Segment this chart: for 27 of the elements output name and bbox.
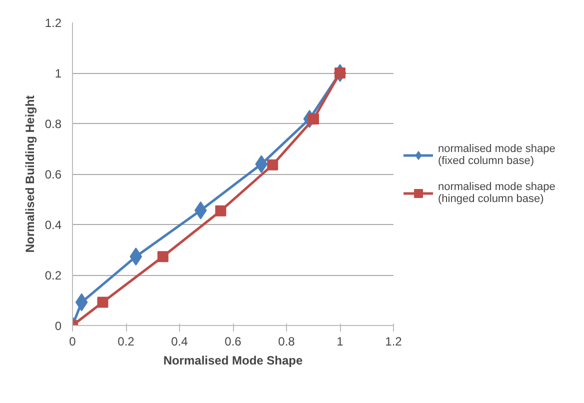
x-tick-label: 0 (69, 334, 76, 348)
y-tick-label: 0.4 (44, 218, 62, 232)
point (308, 113, 320, 124)
x-tick-label: 0.4 (171, 334, 188, 348)
point (130, 248, 142, 266)
x-axis-title: Normalised Mode Shape (163, 354, 304, 368)
y-tick-label: 0 (54, 319, 62, 333)
x-tick-label: 0.2 (118, 334, 135, 348)
y-axis-title: Normalised Building Height (22, 95, 37, 253)
y-tick-label: 0.8 (44, 117, 62, 131)
y-tick-label: 1.2 (44, 16, 62, 30)
point (215, 205, 226, 216)
legend-label: normalised mode shape (hinged column base) (438, 180, 556, 204)
y-tick-label: 0.2 (44, 268, 62, 282)
x-tick-label: 0.6 (224, 334, 242, 348)
y-tick-label: 1 (54, 66, 62, 80)
x-tick-label: 1.2 (385, 334, 402, 348)
x-tick-label: 0.8 (278, 334, 296, 348)
point (75, 293, 88, 312)
point (194, 201, 207, 220)
point (255, 155, 268, 174)
x-tick-label: 1 (336, 334, 344, 348)
point (157, 251, 168, 262)
legend-label: normalised mode shape (fixed column base) (438, 142, 556, 166)
point (97, 296, 108, 308)
y-tick-label: 0.6 (44, 168, 62, 182)
point (267, 159, 278, 170)
